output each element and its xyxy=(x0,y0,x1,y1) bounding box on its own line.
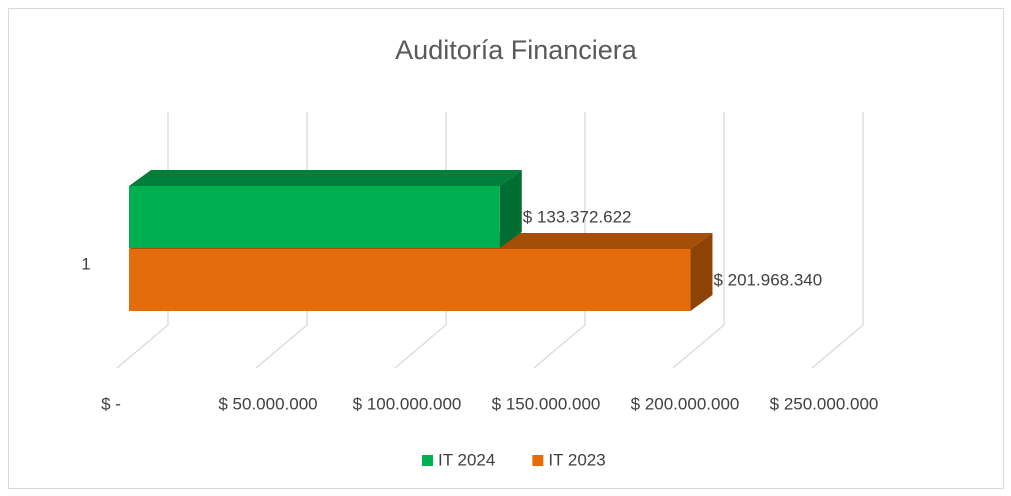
legend-label: IT 2024 xyxy=(438,450,495,469)
legend-swatch xyxy=(422,455,433,466)
grid-line xyxy=(672,112,725,369)
x-tick-label: $ 150.000.000 xyxy=(492,394,601,413)
bar-side xyxy=(690,233,713,311)
data-label: $ 133.372.622 xyxy=(523,207,632,226)
grid-line xyxy=(533,112,586,369)
bar-side xyxy=(499,170,522,248)
bar-front xyxy=(129,249,691,311)
bar xyxy=(129,170,522,248)
chart-title: Auditoría Financiera xyxy=(395,35,638,65)
y-tick-label: 1 xyxy=(81,254,90,273)
x-tick-label: $ 50.000.000 xyxy=(218,394,317,413)
legend-label: IT 2023 xyxy=(548,450,605,469)
x-tick-label: $ 100.000.000 xyxy=(353,394,462,413)
x-tick-label: $ 200.000.000 xyxy=(631,394,740,413)
bar-top xyxy=(129,170,522,186)
x-tick-label: $ - xyxy=(101,394,121,413)
x-tick-label: $ 250.000.000 xyxy=(770,394,879,413)
data-label: $ 201.968.340 xyxy=(713,270,822,289)
bar xyxy=(129,233,713,311)
bar-front xyxy=(129,186,500,248)
legend-swatch xyxy=(532,455,544,466)
grid-line xyxy=(811,112,864,369)
